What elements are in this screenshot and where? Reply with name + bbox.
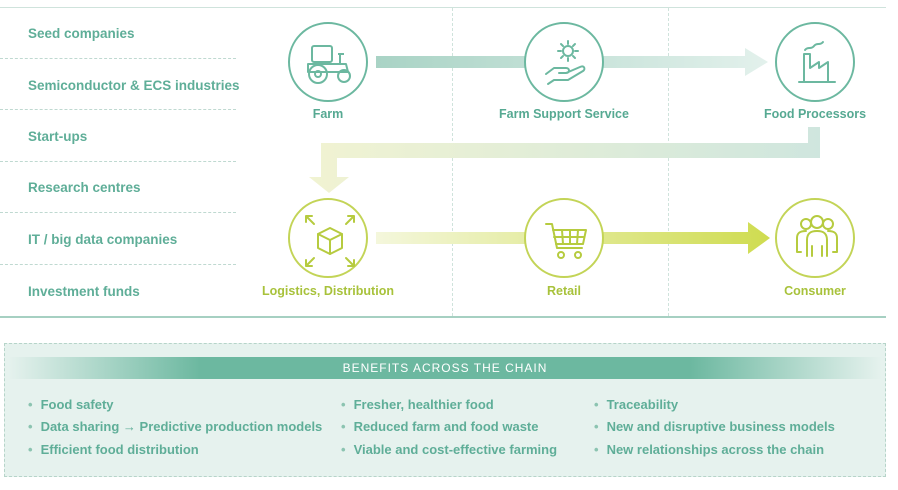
benefit-item: • New and disruptive business models (594, 419, 835, 434)
divider (0, 264, 236, 265)
benefit-item: • Traceability (594, 397, 679, 412)
people-group-icon (796, 215, 838, 257)
bottom-border (0, 316, 886, 318)
farm-support-label: Farm Support Service (499, 107, 629, 121)
divider (0, 109, 236, 110)
benefit-item: • Data sharing → Predictive production mo… (28, 419, 323, 434)
column-divider (452, 8, 453, 316)
benefit-item: • New relationships across the chain (594, 442, 825, 457)
turn-flow-arrow (309, 127, 820, 193)
divider (0, 161, 236, 162)
stakeholder-item: Start-ups (28, 129, 88, 144)
benefit-item: • Viable and cost-effective farming (341, 442, 558, 457)
benefit-item: • Efficient food distribution (28, 442, 199, 457)
tractor-icon (307, 45, 351, 84)
top-border (0, 7, 886, 8)
benefit-item: • Food safety (28, 397, 114, 412)
stakeholder-item: IT / big data companies (28, 232, 178, 247)
logistics-label: Logistics, Distribution (262, 284, 394, 298)
retail-label: Retail (546, 284, 582, 298)
box-arrows-icon (305, 215, 355, 267)
benefits-title: BENEFITS ACROSS THE CHAIN (8, 357, 882, 379)
factory-icon (798, 41, 836, 83)
flow-arrows (309, 48, 820, 254)
divider (0, 212, 236, 213)
stakeholder-item: Investment funds (28, 284, 140, 299)
farm-support-node (524, 22, 604, 102)
shopping-cart-icon (545, 223, 587, 259)
benefit-item: • Reduced farm and food waste (341, 419, 539, 434)
stakeholder-item: Research centres (28, 180, 141, 195)
retail-node (524, 198, 604, 278)
farm-label: Farm (312, 107, 344, 121)
food-processors-label: Food Processors (763, 107, 867, 121)
hand-gear-icon (545, 40, 586, 85)
stakeholder-item: Seed companies (28, 26, 135, 41)
consumer-label: Consumer (784, 284, 846, 298)
consumer-node (775, 198, 855, 278)
food-processors-node (775, 22, 855, 102)
stakeholder-item: Semiconductor & ECS industries (28, 78, 240, 93)
farm-node (288, 22, 368, 102)
logistics-node (288, 198, 368, 278)
benefit-item: • Fresher, healthier food (341, 397, 494, 412)
divider (0, 58, 236, 59)
column-divider (668, 8, 669, 316)
